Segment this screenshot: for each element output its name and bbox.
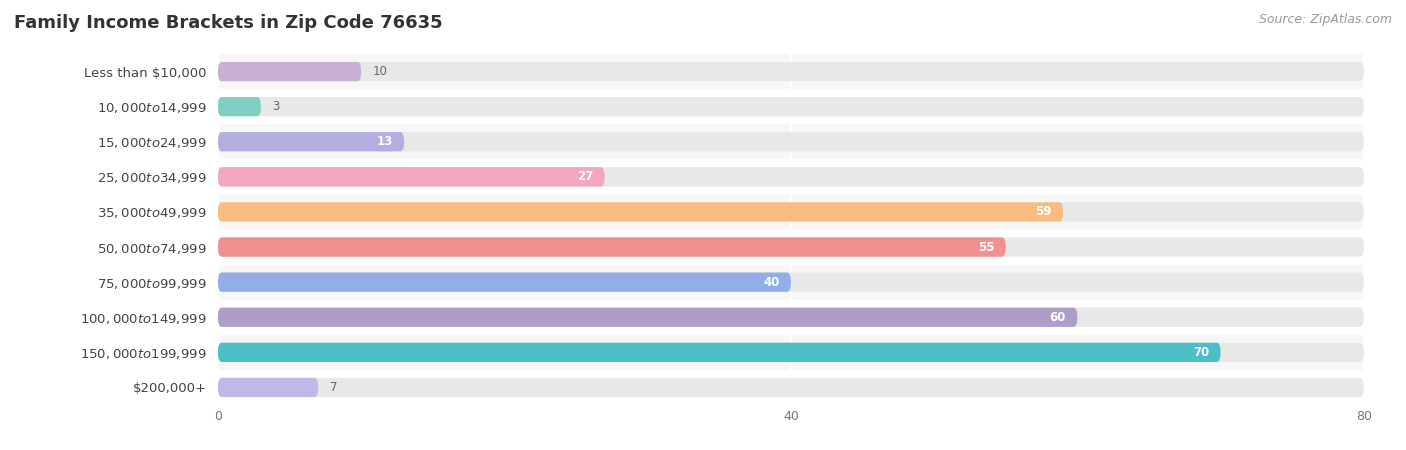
FancyBboxPatch shape	[218, 202, 1063, 221]
FancyBboxPatch shape	[218, 97, 262, 116]
FancyBboxPatch shape	[218, 202, 1364, 221]
FancyBboxPatch shape	[218, 378, 1364, 397]
FancyBboxPatch shape	[218, 273, 1364, 292]
FancyBboxPatch shape	[218, 273, 790, 292]
Text: 13: 13	[377, 135, 392, 148]
Text: 3: 3	[273, 100, 280, 113]
Text: 59: 59	[1035, 206, 1052, 218]
FancyBboxPatch shape	[218, 265, 1364, 300]
Text: 60: 60	[1049, 311, 1066, 324]
Text: 40: 40	[763, 276, 779, 288]
Text: Family Income Brackets in Zip Code 76635: Family Income Brackets in Zip Code 76635	[14, 14, 443, 32]
FancyBboxPatch shape	[218, 124, 1364, 159]
FancyBboxPatch shape	[218, 308, 1364, 327]
Text: 27: 27	[576, 171, 593, 183]
FancyBboxPatch shape	[218, 167, 1364, 186]
Text: 70: 70	[1192, 346, 1209, 359]
FancyBboxPatch shape	[218, 97, 1364, 116]
FancyBboxPatch shape	[218, 230, 1364, 265]
FancyBboxPatch shape	[218, 343, 1364, 362]
FancyBboxPatch shape	[218, 167, 605, 186]
FancyBboxPatch shape	[218, 62, 1364, 81]
FancyBboxPatch shape	[218, 132, 1364, 151]
FancyBboxPatch shape	[218, 343, 1220, 362]
FancyBboxPatch shape	[218, 335, 1364, 370]
FancyBboxPatch shape	[218, 54, 1364, 89]
FancyBboxPatch shape	[218, 89, 1364, 124]
Text: 55: 55	[977, 241, 994, 253]
Text: Source: ZipAtlas.com: Source: ZipAtlas.com	[1258, 14, 1392, 27]
FancyBboxPatch shape	[218, 308, 1077, 327]
FancyBboxPatch shape	[218, 378, 318, 397]
FancyBboxPatch shape	[218, 132, 404, 151]
Text: 10: 10	[373, 65, 388, 78]
FancyBboxPatch shape	[218, 300, 1364, 335]
FancyBboxPatch shape	[218, 238, 1364, 256]
FancyBboxPatch shape	[218, 62, 361, 81]
FancyBboxPatch shape	[218, 194, 1364, 230]
FancyBboxPatch shape	[218, 370, 1364, 405]
FancyBboxPatch shape	[218, 238, 1005, 256]
FancyBboxPatch shape	[218, 159, 1364, 194]
Text: 7: 7	[329, 381, 337, 394]
